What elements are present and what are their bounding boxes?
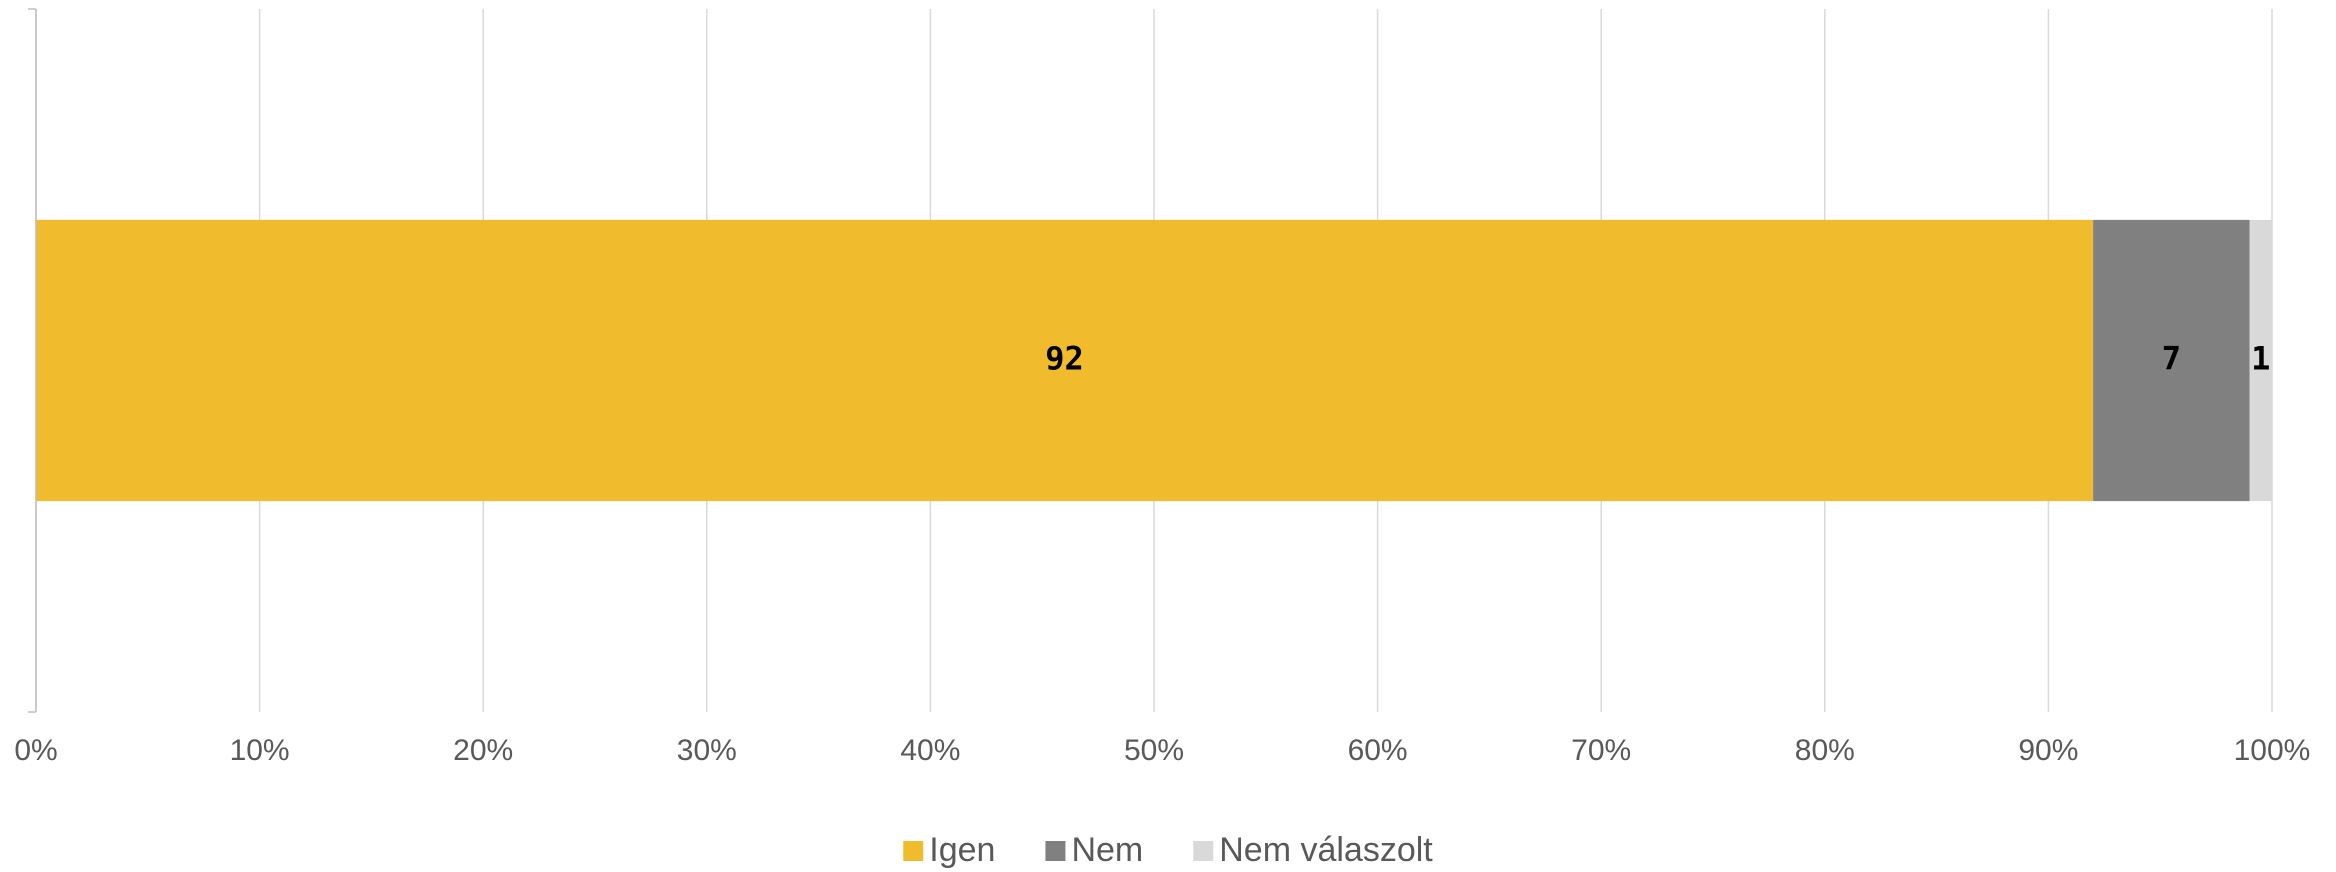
x-tick-label: 80% bbox=[1795, 734, 1855, 767]
legend-label: Igen bbox=[929, 831, 995, 869]
x-tick-label: 40% bbox=[900, 734, 960, 767]
legend-swatch bbox=[1193, 841, 1214, 861]
labels: 0% 10% 20% 30% 40% 50% 60% 70% 80% 90% 100% 92 7 1 bbox=[14, 340, 2310, 767]
x-tick-label: 20% bbox=[453, 734, 513, 767]
x-tick-label: 50% bbox=[1124, 734, 1184, 767]
x-tick-label: 70% bbox=[1571, 734, 1631, 767]
x-tick-label: 100% bbox=[2234, 734, 2311, 767]
data-label: 7 bbox=[2162, 340, 2181, 378]
data-label: 92 bbox=[1045, 340, 1084, 378]
legend-label: Nem válaszolt bbox=[1219, 831, 1433, 869]
bar-segment bbox=[2249, 219, 2272, 502]
legend: Igen Nem Nem válaszolt bbox=[903, 831, 1433, 869]
x-tick-label: 10% bbox=[230, 734, 290, 767]
x-tick-label: 90% bbox=[2018, 734, 2078, 767]
bar-segment bbox=[36, 219, 2094, 502]
legend-swatch bbox=[1045, 841, 1066, 861]
data-label: 1 bbox=[2251, 340, 2270, 378]
x-tick-label: 60% bbox=[1348, 734, 1408, 767]
legend-label: Nem bbox=[1071, 831, 1143, 869]
x-tick-label: 30% bbox=[677, 734, 737, 767]
bars bbox=[36, 219, 2272, 502]
bar-segment bbox=[2093, 219, 2250, 502]
legend-swatch bbox=[903, 841, 924, 861]
x-tick-label: 0% bbox=[14, 734, 57, 767]
